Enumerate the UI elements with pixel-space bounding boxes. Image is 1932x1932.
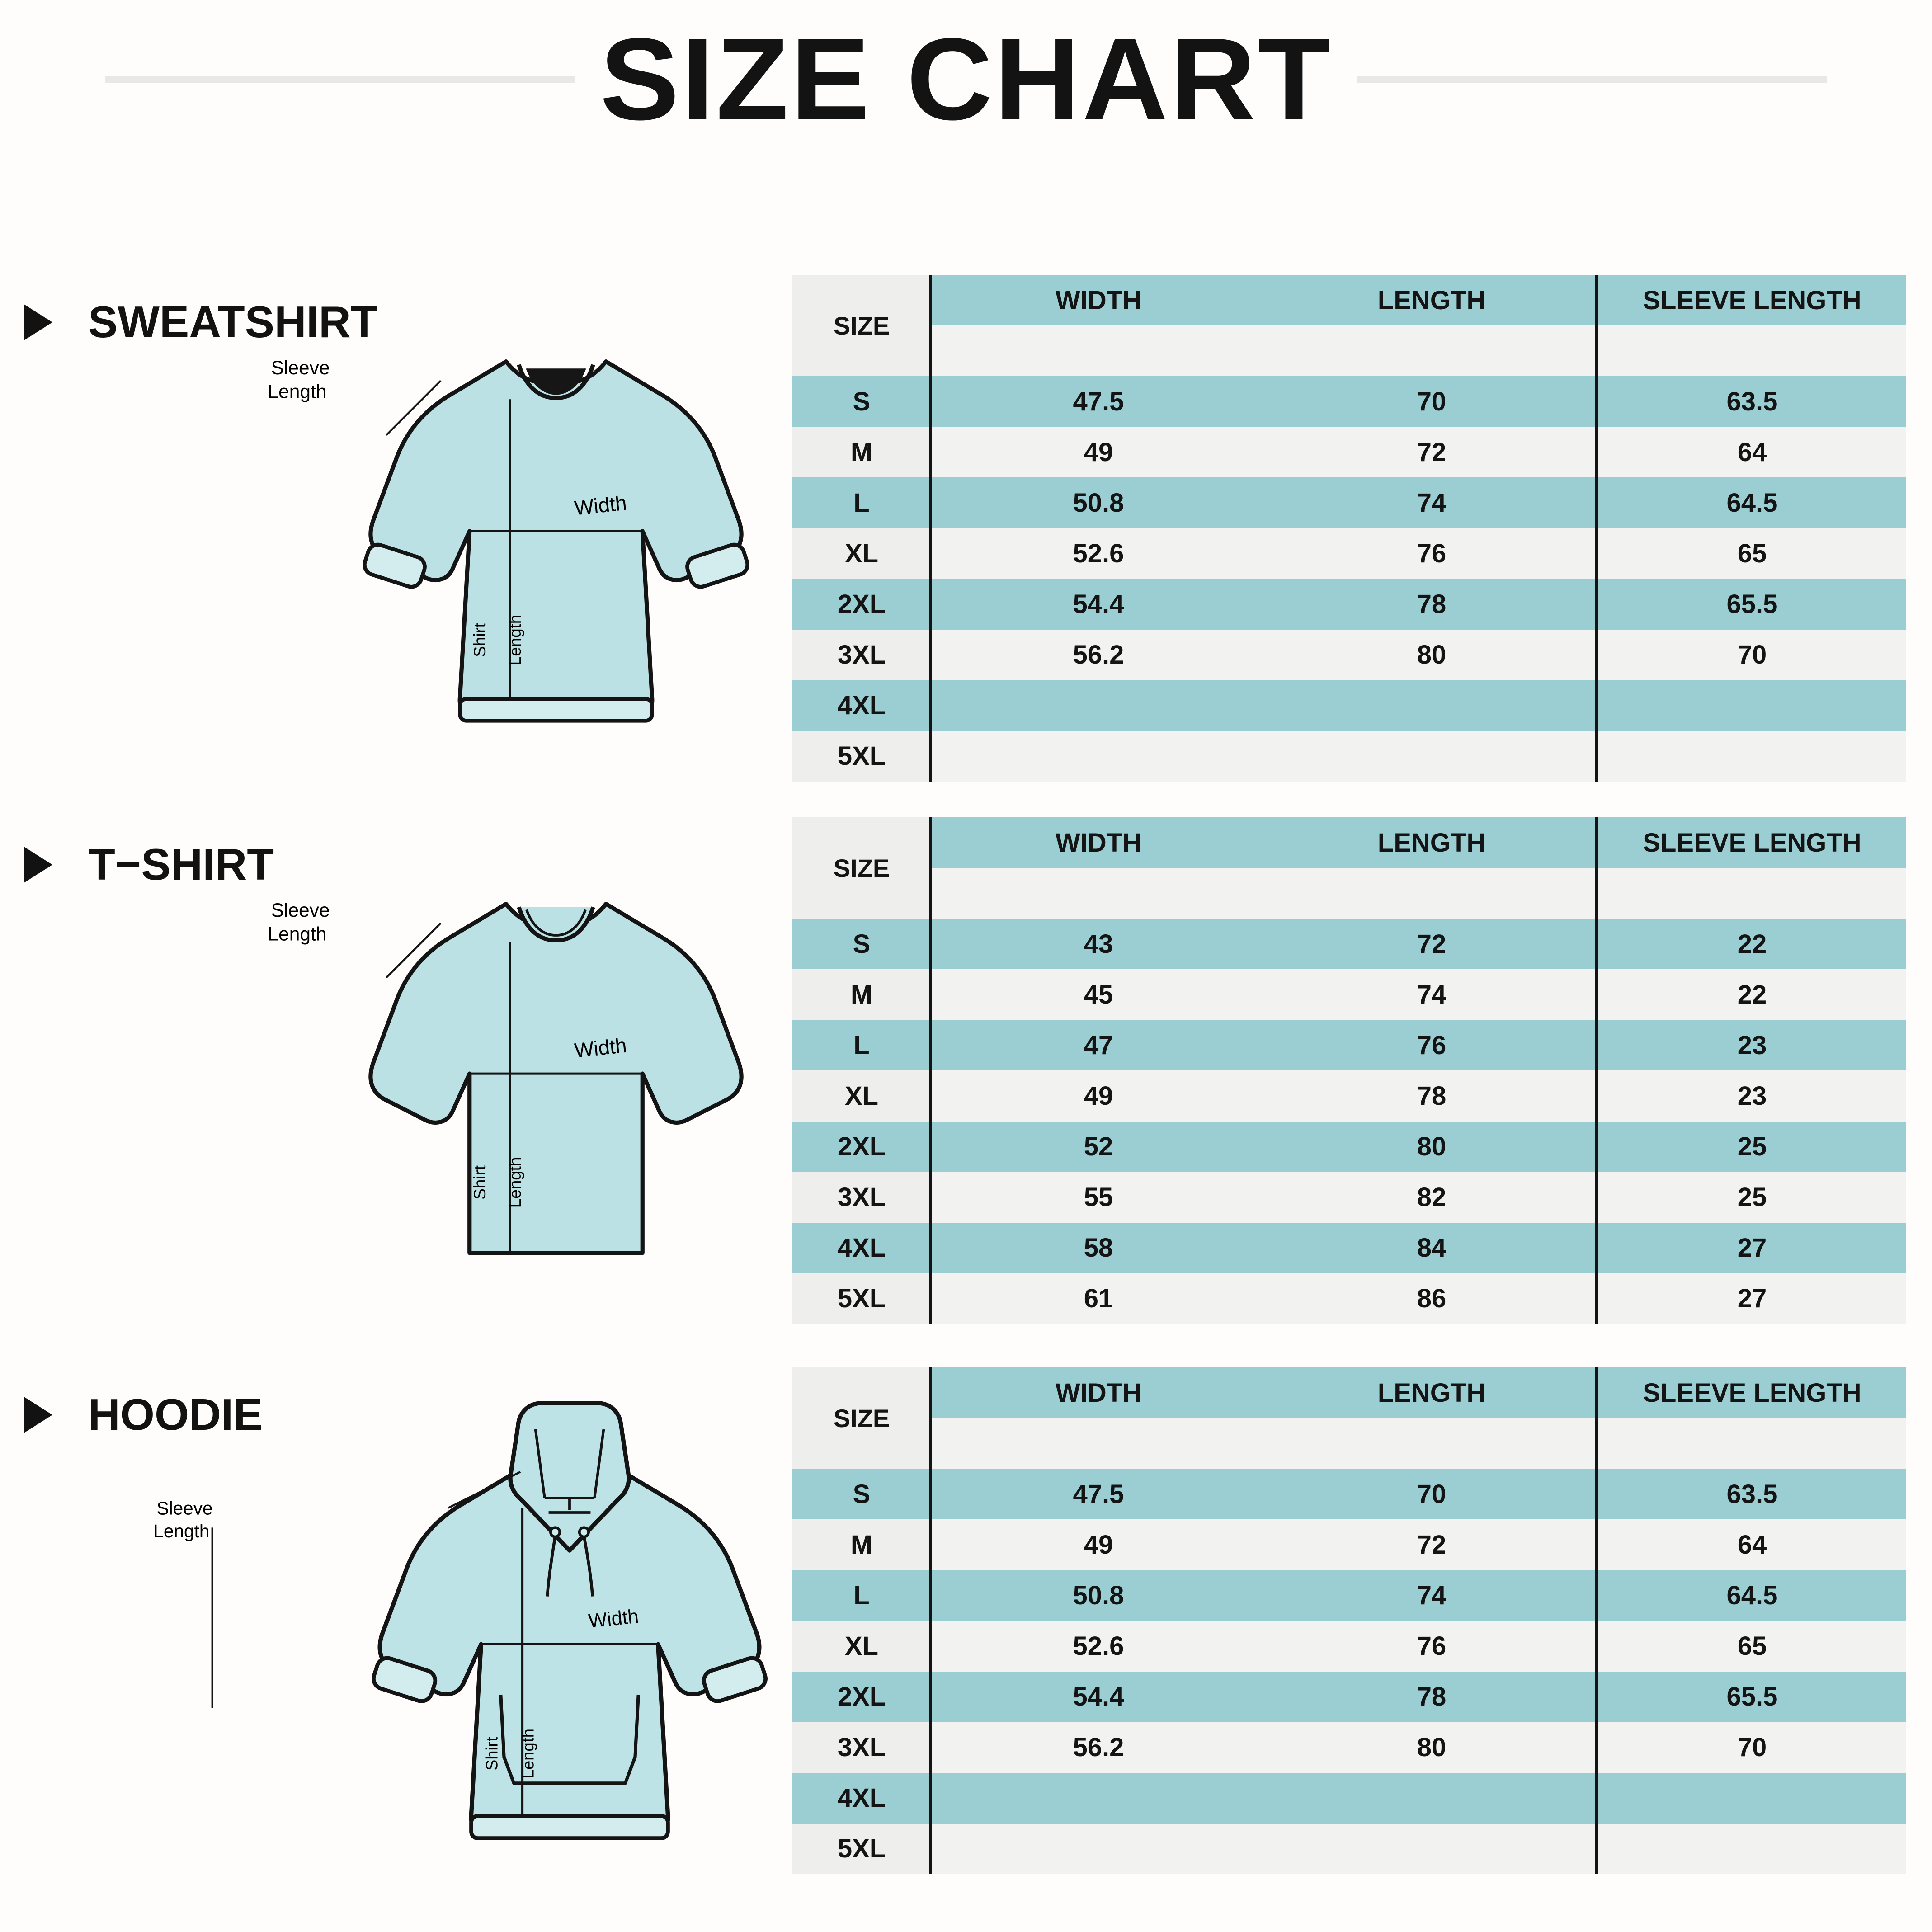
svg-text:Length: Length bbox=[506, 1157, 524, 1208]
svg-text:Sleeve: Sleeve bbox=[271, 358, 330, 379]
svg-text:Length: Length bbox=[518, 1729, 537, 1779]
svg-text:Length: Length bbox=[268, 924, 327, 945]
svg-text:Length: Length bbox=[153, 1521, 209, 1541]
svg-text:Sleeve: Sleeve bbox=[271, 900, 330, 921]
svg-text:Sleeve: Sleeve bbox=[157, 1498, 213, 1518]
svg-text:Shirt: Shirt bbox=[483, 1737, 501, 1771]
svg-text:Shirt: Shirt bbox=[471, 623, 489, 657]
svg-text:Length: Length bbox=[506, 615, 524, 666]
svg-text:Shirt: Shirt bbox=[471, 1165, 489, 1200]
svg-text:Length: Length bbox=[268, 381, 327, 402]
